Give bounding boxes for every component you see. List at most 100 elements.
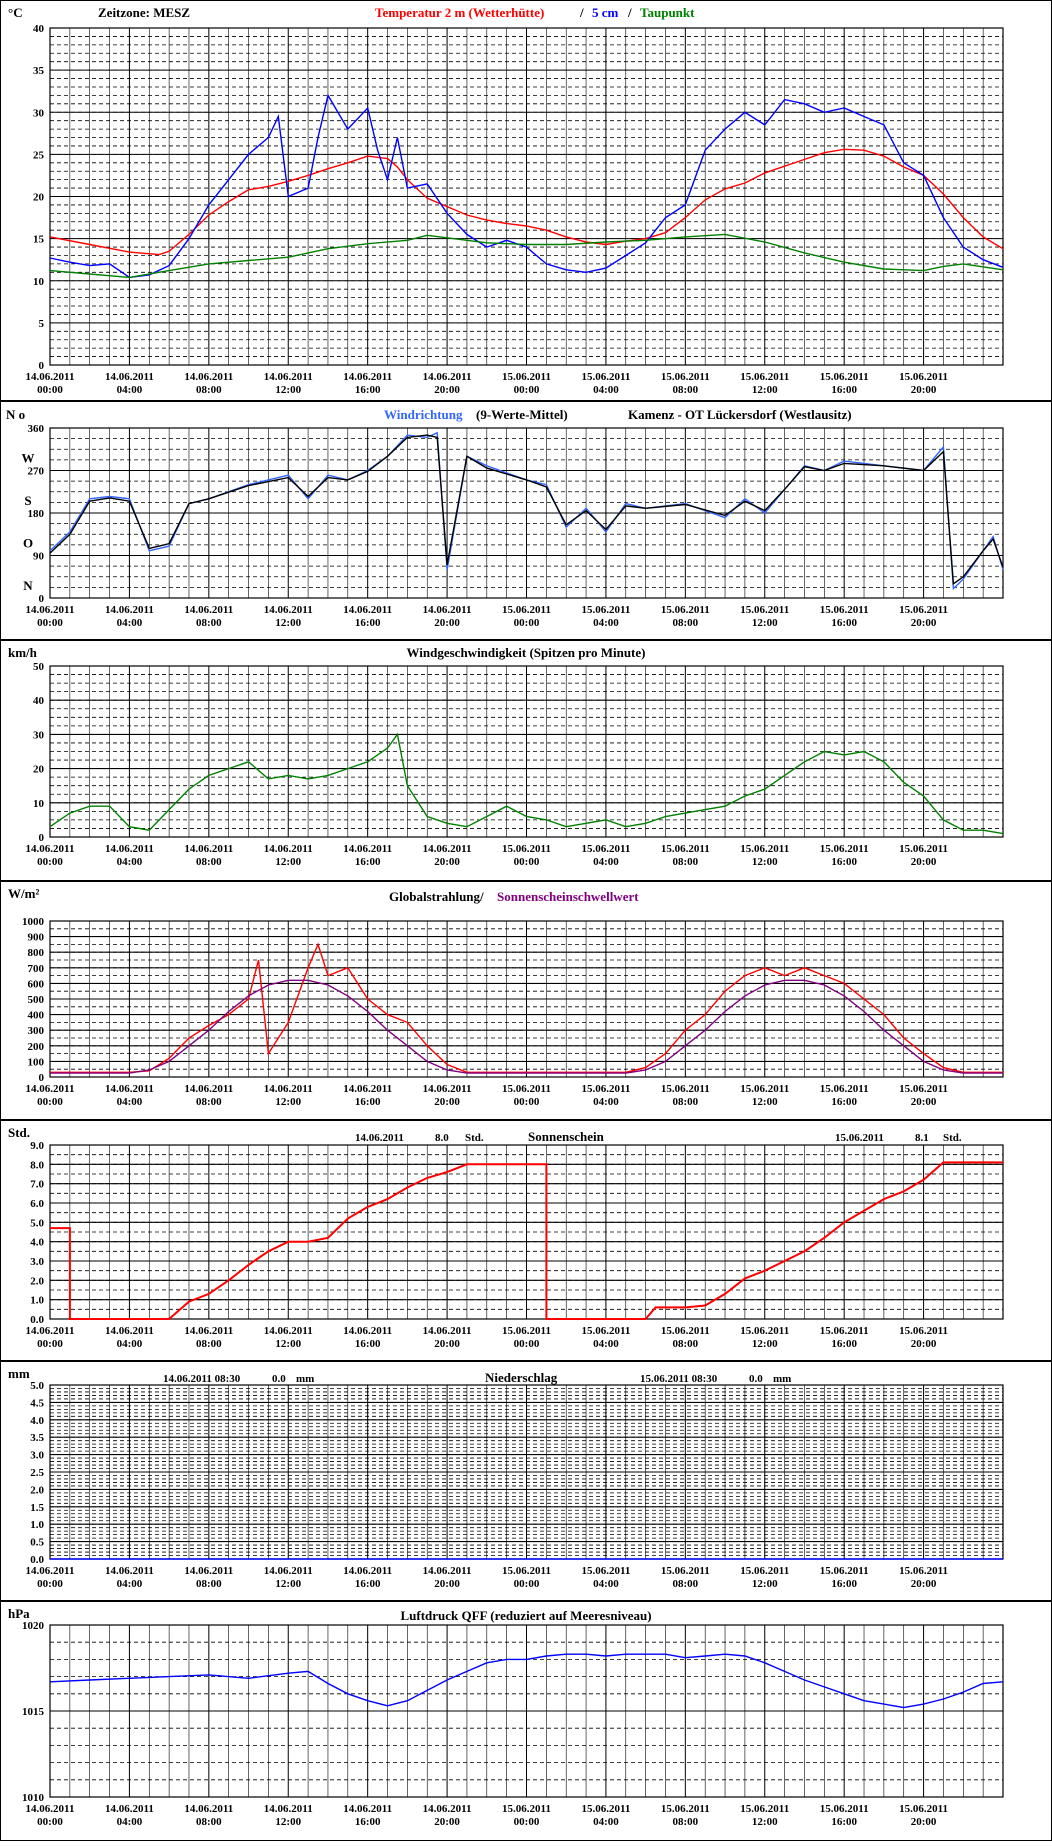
- y-tick-label: 30: [33, 107, 45, 119]
- x-tick-date: 15.06.2011: [661, 604, 710, 616]
- x-tick-date: 15.06.2011: [820, 371, 869, 383]
- x-tick-date: 14.06.2011: [264, 1083, 313, 1095]
- x-tick-time: 12:00: [752, 384, 778, 396]
- x-tick-date: 15.06.2011: [581, 1083, 630, 1095]
- x-tick-date: 15.06.2011: [661, 1565, 710, 1577]
- chart-title: Luftdruck QFF (reduziert auf Meeresnivea…: [400, 1608, 651, 1623]
- y-tick-label: 1020: [22, 1620, 45, 1632]
- chart-title-part: Taupunkt: [640, 5, 695, 20]
- x-tick-time: 20:00: [911, 384, 937, 396]
- y-tick-label: 500: [28, 994, 45, 1006]
- x-tick-date: 15.06.2011: [820, 843, 869, 855]
- x-tick-time: 00:00: [37, 617, 63, 629]
- x-tick-time: 20:00: [434, 617, 460, 629]
- x-tick-date: 15.06.2011: [899, 1083, 948, 1095]
- x-tick-date: 15.06.2011: [820, 1803, 869, 1815]
- x-tick-time: 12:00: [275, 856, 301, 868]
- x-tick-time: 04:00: [593, 1578, 619, 1590]
- x-tick-date: 15.06.2011: [740, 1325, 789, 1337]
- x-tick-time: 12:00: [275, 1096, 301, 1108]
- y-tick-label: 2.5: [30, 1467, 44, 1479]
- x-tick-time: 08:00: [672, 1096, 698, 1108]
- x-tick-date: 15.06.2011: [661, 1083, 710, 1095]
- x-tick-date: 15.06.2011: [740, 604, 789, 616]
- chart-title-part: Temperatur 2 m (Wetterhütte): [375, 5, 544, 20]
- y-tick-label: 2.0: [30, 1275, 44, 1287]
- panel-temperature: 0510152025303540°C14.06.201100:0014.06.2…: [0, 0, 1052, 401]
- chart-title-part: (9-Werte-Mittel): [476, 407, 568, 422]
- chart-title: Windgeschwindigkeit (Spitzen pro Minute): [407, 645, 646, 660]
- y-tick-label: 360: [28, 423, 45, 435]
- x-tick-time: 04:00: [593, 1338, 619, 1350]
- y-tick-label: 1.0: [30, 1519, 44, 1531]
- x-tick-date: 15.06.2011: [502, 1325, 551, 1337]
- y-tick-label: 0: [39, 360, 45, 372]
- x-tick-time: 12:00: [752, 1096, 778, 1108]
- x-tick-time: 16:00: [355, 856, 381, 868]
- x-tick-time: 04:00: [593, 384, 619, 396]
- y-unit-label: mm: [8, 1366, 30, 1381]
- y-tick-label: 40: [33, 23, 45, 35]
- y-unit-label: N o: [6, 407, 25, 422]
- day2-unit: mm: [773, 1373, 791, 1385]
- y-tick-label: 7.0: [30, 1179, 44, 1191]
- series-line-wind_direction-1: [49, 434, 1004, 586]
- y-tick-label: 400: [28, 1010, 45, 1022]
- x-tick-date: 14.06.2011: [343, 843, 392, 855]
- compass-label: N: [23, 578, 33, 593]
- x-tick-time: 04:00: [593, 856, 619, 868]
- y-tick-label: 3.5: [30, 1432, 44, 1444]
- x-tick-time: 08:00: [672, 384, 698, 396]
- x-tick-date: 15.06.2011: [899, 371, 948, 383]
- y-tick-label: 0: [39, 1072, 45, 1084]
- y-tick-label: 200: [28, 1041, 45, 1053]
- x-tick-time: 08:00: [672, 856, 698, 868]
- x-tick-time: 04:00: [593, 1096, 619, 1108]
- x-tick-time: 04:00: [117, 384, 143, 396]
- plot-frame: [49, 27, 1004, 366]
- x-tick-date: 14.06.2011: [343, 1565, 392, 1577]
- x-tick-time: 12:00: [752, 1578, 778, 1590]
- x-tick-time: 16:00: [831, 617, 857, 629]
- x-tick-time: 12:00: [752, 1816, 778, 1828]
- x-tick-date: 15.06.2011: [740, 843, 789, 855]
- x-tick-time: 00:00: [514, 384, 540, 396]
- x-tick-date: 14.06.2011: [423, 604, 472, 616]
- y-tick-label: 180: [28, 508, 45, 520]
- x-tick-time: 16:00: [355, 617, 381, 629]
- x-tick-time: 08:00: [196, 1578, 222, 1590]
- x-tick-time: 08:00: [196, 1096, 222, 1108]
- x-tick-date: 15.06.2011: [820, 1565, 869, 1577]
- day1-date: 14.06.2011: [355, 1132, 404, 1144]
- x-tick-date: 15.06.2011: [502, 1083, 551, 1095]
- series-line-sunshine-0: [50, 1161, 1003, 1320]
- x-tick-date: 15.06.2011: [899, 1565, 948, 1577]
- plot-frame: [49, 920, 1004, 1078]
- y-tick-label: 0: [39, 832, 45, 844]
- y-tick-label: 900: [28, 932, 45, 944]
- panel-sunshine: 0.01.02.03.04.05.06.07.08.09.0Std.14.06.…: [0, 1120, 1052, 1361]
- x-tick-date: 14.06.2011: [105, 371, 154, 383]
- x-tick-date: 15.06.2011: [581, 604, 630, 616]
- x-tick-time: 08:00: [672, 617, 698, 629]
- x-tick-time: 12:00: [752, 856, 778, 868]
- y-tick-label: 0: [39, 593, 45, 605]
- y-tick-label: 9.0: [30, 1140, 44, 1152]
- chart-title: Niederschlag: [485, 1370, 558, 1385]
- y-tick-label: 300: [28, 1025, 45, 1037]
- x-tick-date: 14.06.2011: [264, 604, 313, 616]
- y-tick-label: 30: [33, 729, 45, 741]
- series-line-temperature-1: [49, 93, 1004, 279]
- x-tick-date: 14.06.2011: [343, 604, 392, 616]
- y-tick-label: 100: [28, 1056, 45, 1068]
- x-tick-date: 15.06.2011: [661, 1803, 710, 1815]
- x-tick-date: 15.06.2011: [899, 843, 948, 855]
- x-tick-time: 20:00: [911, 1338, 937, 1350]
- y-tick-label: 25: [33, 149, 45, 161]
- x-tick-date: 14.06.2011: [423, 1803, 472, 1815]
- y-tick-label: 10: [33, 276, 45, 288]
- x-tick-time: 12:00: [752, 617, 778, 629]
- y-tick-label: 1.5: [30, 1502, 44, 1514]
- y-tick-label: 50: [33, 661, 45, 673]
- x-tick-date: 14.06.2011: [184, 843, 233, 855]
